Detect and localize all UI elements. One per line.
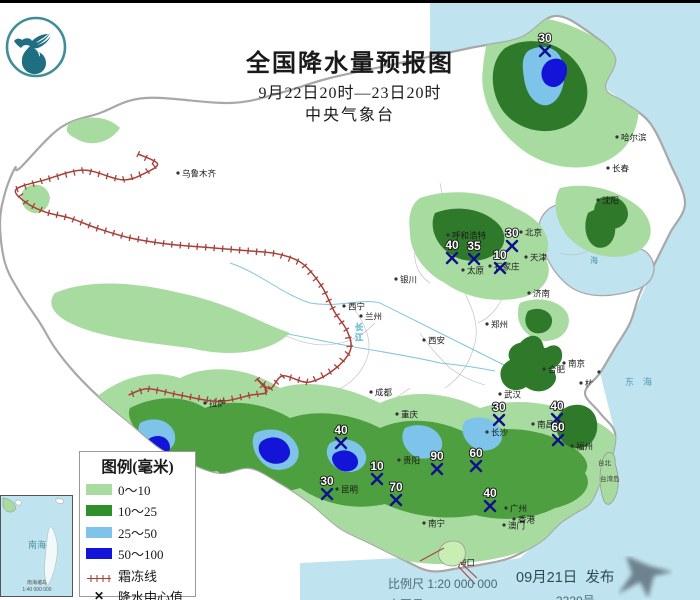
svg-text:贵阳: 贵阳 [403, 456, 420, 466]
svg-text:35: 35 [467, 239, 481, 253]
svg-text:30: 30 [505, 226, 519, 240]
svg-text:40: 40 [445, 238, 459, 252]
svg-text:郑州: 郑州 [491, 320, 508, 330]
svg-text:40: 40 [550, 399, 564, 413]
svg-text:10: 10 [493, 248, 507, 262]
svg-text:长沙: 长沙 [491, 428, 509, 438]
svg-text:30: 30 [492, 400, 506, 414]
svg-text:40: 40 [483, 486, 497, 500]
svg-text:哈尔滨: 哈尔滨 [621, 133, 647, 143]
svg-text:70: 70 [389, 480, 403, 494]
svg-text:兰州: 兰州 [365, 312, 382, 322]
svg-text:太原: 太原 [467, 266, 484, 276]
svg-text:长春: 长春 [612, 164, 630, 174]
svg-text:台湾岛: 台湾岛 [600, 474, 620, 483]
svg-text:乌鲁木齐: 乌鲁木齐 [182, 169, 217, 179]
svg-text:10: 10 [370, 459, 384, 473]
svg-text:台北: 台北 [598, 458, 612, 467]
svg-text:90: 90 [430, 449, 444, 463]
svg-text:西宁: 西宁 [348, 302, 365, 312]
svg-text:天津: 天津 [530, 253, 548, 263]
svg-text:60: 60 [551, 420, 565, 434]
svg-text:重庆: 重庆 [401, 410, 419, 420]
svg-text:南海诸岛: 南海诸岛 [27, 579, 47, 586]
svg-text:60: 60 [469, 446, 483, 460]
svg-text:澳门: 澳门 [508, 521, 525, 531]
svg-text:30: 30 [320, 474, 334, 488]
svg-text:长: 长 [355, 322, 363, 332]
svg-text:西安: 西安 [428, 336, 445, 346]
svg-text:北京: 北京 [525, 228, 542, 238]
svg-text:银川: 银川 [400, 275, 417, 285]
svg-text:40: 40 [334, 423, 348, 437]
svg-text:成都: 成都 [375, 388, 393, 398]
svg-text:东 海: 东 海 [625, 376, 652, 387]
svg-text:南京: 南京 [568, 359, 585, 369]
svg-text:1:40 000 000: 1:40 000 000 [22, 587, 51, 593]
svg-text:海: 海 [590, 255, 598, 265]
svg-text:武汉: 武汉 [504, 390, 522, 400]
svg-text:昆明: 昆明 [341, 485, 358, 495]
svg-text:江: 江 [355, 333, 363, 342]
svg-text:南海: 南海 [28, 539, 46, 550]
svg-text:广州: 广州 [510, 504, 527, 514]
svg-text:合肥: 合肥 [548, 365, 566, 375]
svg-text:福州: 福州 [576, 442, 593, 452]
svg-text:沈阳: 沈阳 [602, 196, 619, 206]
svg-text:济南: 济南 [533, 289, 550, 299]
svg-text:南宁: 南宁 [428, 519, 445, 529]
